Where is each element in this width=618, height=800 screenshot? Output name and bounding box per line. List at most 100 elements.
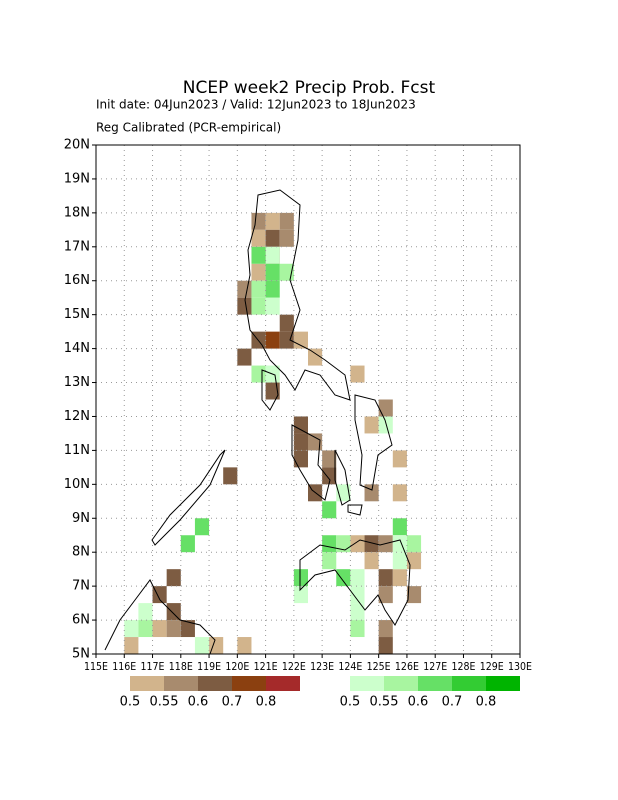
- prob-cell: [166, 620, 181, 638]
- x-tick-label: 120E: [225, 660, 249, 673]
- prob-cell: [251, 263, 266, 281]
- prob-cell: [180, 620, 195, 638]
- x-tick-label: 116E: [112, 660, 136, 673]
- prob-cell: [378, 620, 393, 638]
- prob-cell: [265, 331, 280, 349]
- prob-cell: [364, 416, 379, 434]
- mindanao: [299, 539, 411, 626]
- prob-cell: [378, 416, 393, 434]
- colorbar-label: 0.55: [370, 695, 399, 710]
- prob-cell: [392, 518, 407, 536]
- y-tick-label: 10N: [64, 477, 90, 492]
- prob-cell: [194, 518, 210, 536]
- palawan: [151, 449, 226, 546]
- y-tick-label: 5N: [72, 647, 90, 662]
- samar-leyte: [354, 394, 393, 491]
- prob-cell: [293, 586, 308, 604]
- prob-cell: [265, 212, 280, 230]
- prob-cell: [237, 297, 252, 315]
- colorbar-box: [384, 676, 418, 691]
- prob-cell: [293, 433, 308, 451]
- colorbar-box: [350, 676, 384, 691]
- prob-cell: [378, 586, 393, 604]
- subtitle: Init date: 04Jun2023 / Valid: 12Jun2023 …: [96, 98, 416, 112]
- prob-cell: [265, 263, 280, 281]
- subtitle: Reg Calibrated (PCR-empirical): [96, 121, 281, 135]
- prob-cell: [336, 569, 351, 587]
- prob-cell: [138, 603, 153, 621]
- prob-cell: [166, 569, 181, 587]
- colorbar-label: 0.6: [188, 695, 209, 710]
- prob-cell: [279, 314, 294, 332]
- colorbar-label: 0.55: [150, 695, 179, 710]
- prob-cell: [251, 365, 266, 383]
- prob-cell: [251, 212, 266, 230]
- x-tick-label: 130E: [508, 660, 532, 673]
- y-tick-label: 18N: [64, 205, 90, 220]
- grid: [96, 145, 520, 654]
- prob-cell: [152, 586, 167, 604]
- prob-cell: [406, 586, 422, 604]
- prob-cell: [251, 246, 266, 264]
- prob-cell: [265, 382, 280, 400]
- prob-cell: [237, 637, 252, 654]
- prob-cell: [364, 535, 379, 553]
- prob-cell: [251, 297, 266, 315]
- prob-cell: [364, 484, 379, 502]
- prob-cell: [251, 229, 266, 247]
- prob-cell: [322, 535, 337, 553]
- prob-cell: [180, 535, 195, 553]
- colorbar-box: [266, 676, 300, 691]
- prob-cell: [406, 535, 422, 553]
- x-tick-label: 121E: [254, 660, 278, 673]
- y-tick-label: 16N: [64, 273, 90, 288]
- colorbar-box: [452, 676, 486, 691]
- prob-cell: [392, 450, 407, 468]
- colorbar-box: [418, 676, 452, 691]
- prob-cell: [322, 450, 337, 468]
- y-tick-label: 17N: [64, 239, 90, 254]
- y-tick-label: 12N: [64, 409, 90, 424]
- prob-cell: [138, 620, 153, 638]
- y-tick-label: 19N: [64, 171, 90, 186]
- prob-cell: [265, 280, 280, 298]
- prob-cell: [152, 620, 167, 638]
- prob-cell: [293, 450, 308, 468]
- prob-cell: [279, 331, 294, 349]
- prob-cell: [378, 399, 393, 417]
- x-tick-label: 124E: [338, 660, 362, 673]
- y-tick-label: 9N: [72, 511, 90, 526]
- prob-cell: [350, 569, 365, 587]
- bohol-cebu: [334, 449, 363, 516]
- prob-cell: [293, 331, 308, 349]
- prob-cell: [251, 280, 266, 298]
- prob-cell: [237, 348, 252, 366]
- x-tick-label: 119E: [197, 660, 221, 673]
- prob-cell: [209, 637, 224, 654]
- prob-cell: [166, 603, 181, 621]
- prob-cell: [350, 586, 365, 604]
- x-tick-label: 126E: [395, 660, 419, 673]
- prob-cell: [265, 229, 280, 247]
- prob-cell: [392, 552, 407, 570]
- prob-cell: [350, 535, 365, 553]
- x-tick-label: 128E: [451, 660, 475, 673]
- prob-cell: [378, 637, 393, 654]
- prob-cell: [293, 416, 308, 434]
- prob-cell: [350, 620, 365, 638]
- x-tick-label: 122E: [282, 660, 306, 673]
- y-tick-label: 6N: [72, 613, 90, 628]
- prob-cell: [322, 552, 337, 570]
- cells: [124, 212, 422, 654]
- y-tick-label: 8N: [72, 545, 90, 560]
- prob-cell: [350, 603, 365, 621]
- prob-cell: [237, 280, 252, 298]
- y-tick-label: 13N: [64, 375, 90, 390]
- prob-cell: [378, 569, 393, 587]
- prob-cell: [265, 297, 280, 315]
- y-tick-label: 11N: [64, 443, 90, 458]
- colorbar-box: [130, 676, 164, 691]
- luzon: [244, 189, 351, 401]
- mindoro: [261, 369, 279, 411]
